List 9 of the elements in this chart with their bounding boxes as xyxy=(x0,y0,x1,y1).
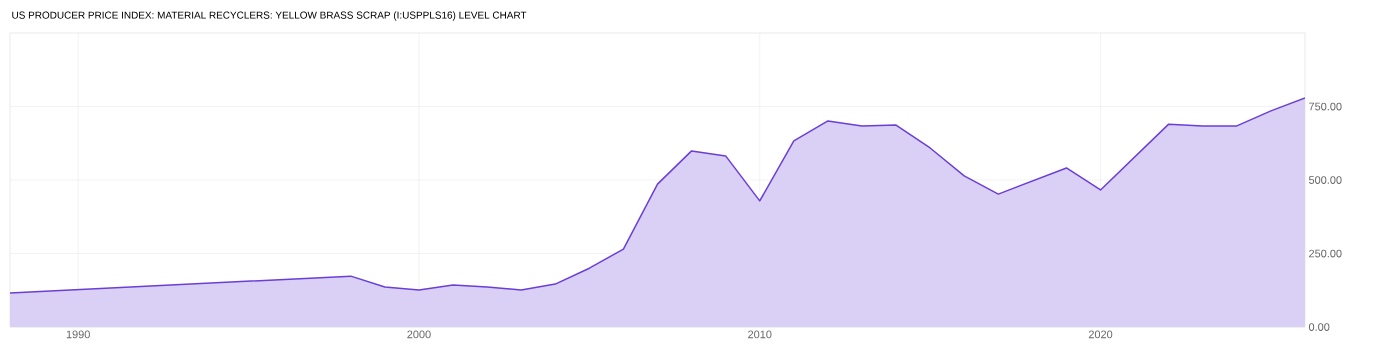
x-tick-label: 2000 xyxy=(407,330,431,339)
y-tick-label: 0.00 xyxy=(1308,323,1330,331)
y-tick-label: 250.00 xyxy=(1309,249,1342,258)
y-tick-label: 750.00 xyxy=(1309,102,1342,111)
y-tick-label: 500.00 xyxy=(1308,176,1342,184)
x-tick-label: 1990 xyxy=(66,330,90,339)
x-tick-label: 2010 xyxy=(748,330,772,339)
chart-title: US PRODUCER PRICE INDEX: MATERIAL RECYCLERS: YELLOW BRASS SCRAP (I:USPPLS16) LEVEL CHART xyxy=(12,11,527,21)
x-tick-label: 2020 xyxy=(1088,330,1113,339)
